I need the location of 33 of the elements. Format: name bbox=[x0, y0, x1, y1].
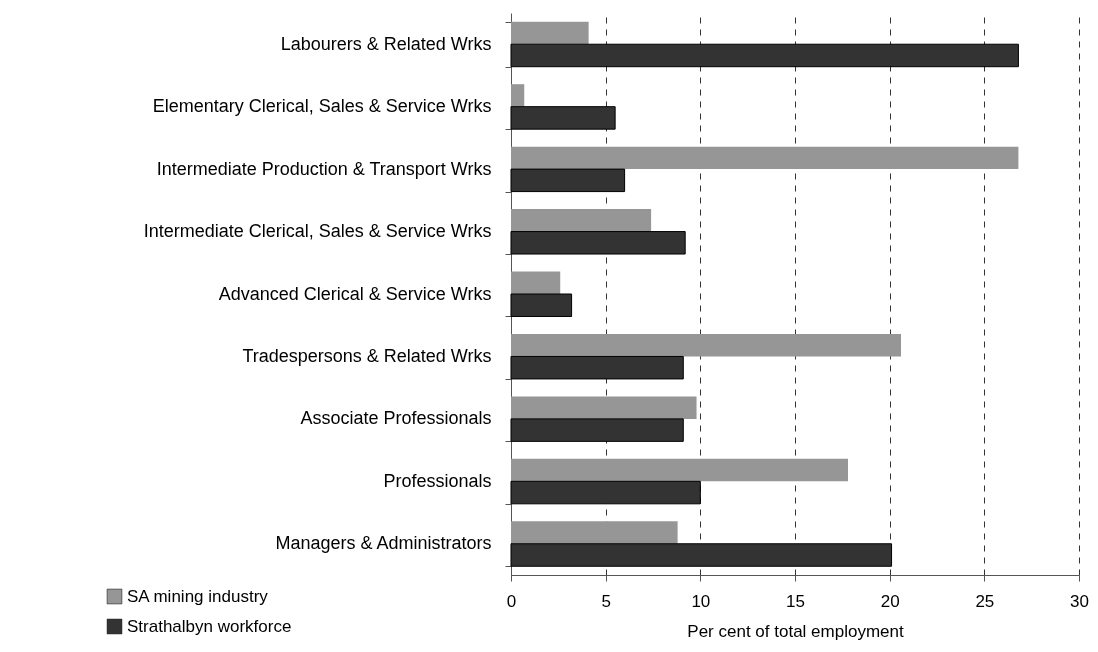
bar bbox=[511, 458, 849, 482]
bar bbox=[511, 84, 525, 107]
x-tick-label: 15 bbox=[786, 591, 805, 611]
y-tick-label: Intermediate Clerical, Sales & Service Wrks bbox=[143, 221, 492, 242]
x-tick-label: 0 bbox=[506, 591, 517, 611]
bar bbox=[511, 209, 652, 232]
bar bbox=[510, 480, 701, 505]
bar bbox=[511, 21, 589, 45]
legend-label: SA mining industry bbox=[127, 586, 269, 606]
legend-label: Strathalbyn workforce bbox=[127, 616, 292, 636]
x-tick-label: 30 bbox=[1070, 591, 1089, 611]
bar bbox=[511, 521, 678, 544]
y-tick-label: Advanced Clerical & Service Wrks bbox=[218, 283, 492, 304]
y-tick-label: Professionals bbox=[383, 470, 492, 491]
bar bbox=[510, 168, 626, 193]
bar bbox=[511, 333, 902, 357]
x-tick-label: 25 bbox=[975, 591, 995, 611]
bar bbox=[511, 146, 1019, 170]
bar bbox=[510, 293, 573, 317]
y-tick-label: Tradespersons & Related Wrks bbox=[242, 345, 492, 366]
x-tick-label: 5 bbox=[601, 591, 611, 611]
bar bbox=[511, 271, 561, 294]
y-tick-label: Elementary Clerical, Sales & Service Wrks bbox=[152, 96, 492, 117]
y-tick-label: Associate Professionals bbox=[300, 408, 492, 429]
x-tick-label: 10 bbox=[691, 591, 711, 611]
x-tick-label: 20 bbox=[880, 591, 900, 611]
bar bbox=[510, 231, 686, 255]
y-tick-label: Labourers & Related Wrks bbox=[280, 33, 492, 54]
y-tick-label: Managers & Administrators bbox=[275, 533, 492, 554]
bar bbox=[511, 396, 697, 419]
bar bbox=[510, 543, 893, 567]
x-axis-title: Per cent of total employment bbox=[687, 621, 904, 641]
y-tick-label: Intermediate Production & Transport Wrks bbox=[156, 158, 492, 179]
